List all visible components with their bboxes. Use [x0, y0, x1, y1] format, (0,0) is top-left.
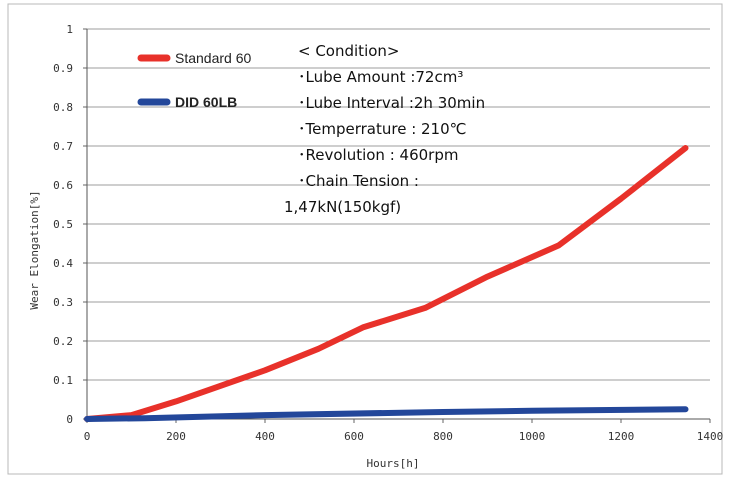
y-tick-label: 0.3: [53, 296, 73, 309]
y-tick-label: 0.6: [53, 179, 73, 192]
x-axis-title: Hours[h]: [367, 457, 420, 470]
y-tick-label: 0.8: [53, 101, 73, 114]
series-line-did-60lb: [84, 406, 689, 422]
y-axis-title: Wear Elongation[%]: [28, 190, 41, 309]
condition-annotation: < Condition> ･Lube Amount :72cm³ ･Lube I…: [284, 42, 485, 216]
y-tick-label: 0.9: [53, 62, 73, 75]
y-tick-label: 0.1: [53, 374, 73, 387]
y-tick-label: 0.7: [53, 140, 73, 153]
condition-line: ･Chain Tension :: [298, 172, 419, 190]
condition-line: ･Lube Interval :2h 30min: [298, 94, 485, 112]
series-lines: [84, 145, 689, 422]
x-tick-label: 1400: [697, 430, 724, 443]
legend: Standard 60 DID 60LB: [137, 50, 251, 110]
x-tick-label: 0: [84, 430, 91, 443]
condition-line: ･Temperrature : 210℃: [298, 120, 467, 138]
y-tick-label: 0.5: [53, 218, 73, 231]
y-tick-labels: 0 0.1 0.2 0.3 0.4 0.5 0.6 0.7 0.8 0.9 1: [53, 23, 73, 426]
x-tick-labels: 0 200 400 600 800 1000 1200 1400: [84, 430, 724, 443]
legend-label-did-60lb: DID 60LB: [175, 94, 237, 110]
chart-border: [7, 3, 723, 475]
x-tick-label: 1000: [519, 430, 546, 443]
condition-line: 1,47kN(150kgf): [284, 198, 401, 216]
x-tick-label: 400: [255, 430, 275, 443]
x-tick-label: 800: [433, 430, 453, 443]
y-tick-label: 0: [66, 413, 73, 426]
condition-line: ･Lube Amount :72cm³: [298, 68, 463, 86]
y-tick-label: 0.4: [53, 257, 73, 270]
y-tick-label: 0.2: [53, 335, 73, 348]
y-tick-label: 1: [66, 23, 73, 36]
gridlines: [83, 28, 711, 423]
condition-line: < Condition>: [298, 42, 399, 60]
legend-label-standard-60: Standard 60: [175, 50, 251, 66]
condition-line: ･Revolution : 460rpm: [298, 146, 458, 164]
x-tick-label: 600: [344, 430, 364, 443]
x-tick-label: 1200: [608, 430, 635, 443]
x-tick-label: 200: [166, 430, 186, 443]
